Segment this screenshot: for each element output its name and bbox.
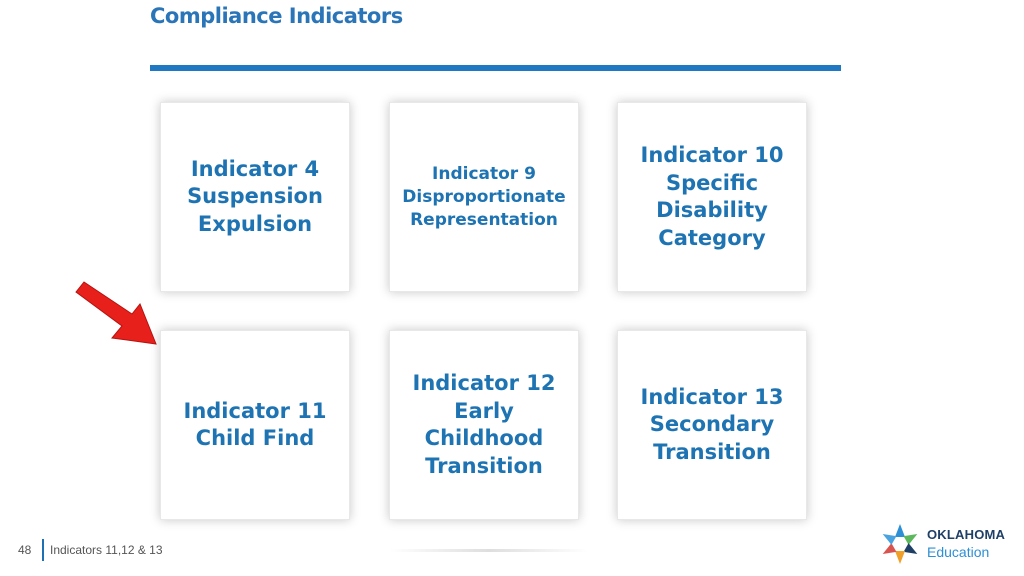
logo-text-education: Education: [927, 544, 990, 560]
oklahoma-education-logo: OKLAHOMA Education: [878, 522, 1018, 568]
card-label: Indicator 12 Early Childhood Transition: [412, 371, 556, 478]
card-label: Indicator 11 Child Find: [183, 398, 327, 451]
card-label: Indicator 10 Specific Disability Categor…: [640, 143, 784, 250]
title-divider: [150, 65, 841, 71]
indicator-10-card[interactable]: Indicator 10 Specific Disability Categor…: [617, 102, 807, 292]
logo-text-oklahoma: OKLAHOMA: [927, 527, 1006, 542]
indicator-11-card[interactable]: Indicator 11 Child Find: [160, 330, 350, 520]
indicator-12-card[interactable]: Indicator 12 Early Childhood Transition: [389, 330, 579, 520]
faint-divider: [390, 549, 588, 552]
footer-divider: [42, 539, 44, 561]
card-label: Indicator 13 Secondary Transition: [640, 384, 784, 464]
red-arrow-icon: [75, 281, 157, 345]
card-label: Indicator 9 Disproportionate Representat…: [402, 163, 566, 230]
page-title: Compliance Indicators: [150, 4, 403, 28]
indicator-4-card[interactable]: Indicator 4 Suspension Expulsion: [160, 102, 350, 292]
card-label: Indicator 4 Suspension Expulsion: [187, 156, 323, 236]
footer-text: Indicators 11,12 & 13: [50, 543, 163, 557]
slide-number: 48: [18, 543, 32, 557]
oklahoma-star-icon: [882, 524, 918, 564]
indicator-9-card[interactable]: Indicator 9 Disproportionate Representat…: [389, 102, 579, 292]
indicator-13-card[interactable]: Indicator 13 Secondary Transition: [617, 330, 807, 520]
